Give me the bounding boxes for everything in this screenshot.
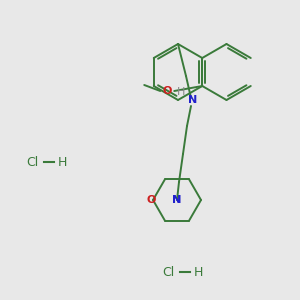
Text: H: H	[177, 87, 185, 97]
Text: Cl: Cl	[162, 266, 174, 278]
Text: H: H	[57, 155, 67, 169]
Text: N: N	[172, 195, 182, 205]
Text: O: O	[163, 86, 172, 96]
Text: O: O	[146, 195, 156, 205]
Text: Cl: Cl	[26, 155, 38, 169]
Text: N: N	[188, 95, 198, 105]
Text: H: H	[193, 266, 203, 278]
Text: N: N	[172, 195, 182, 205]
